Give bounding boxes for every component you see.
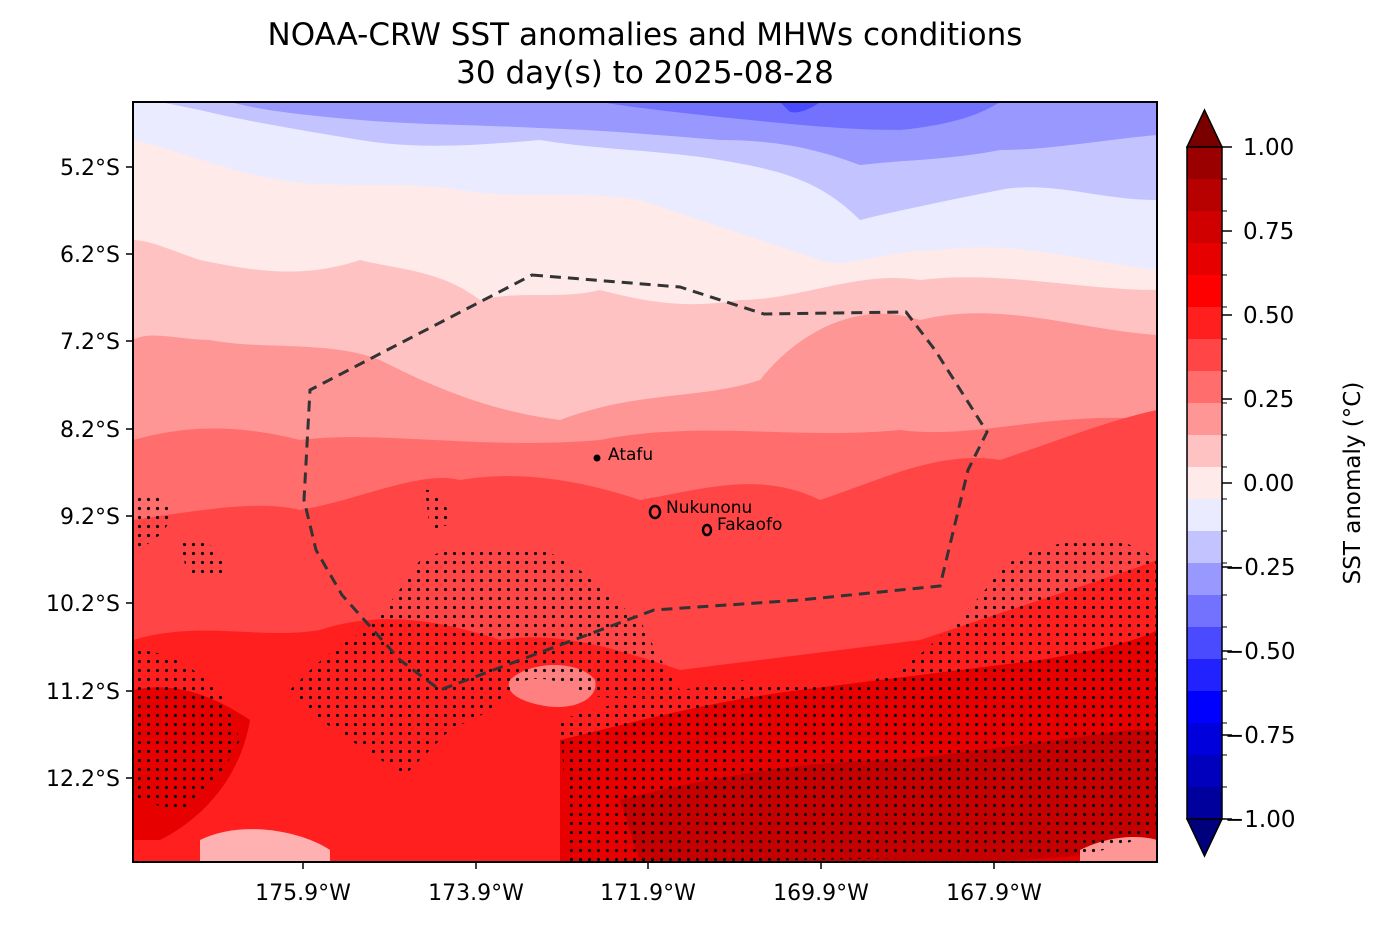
lat-tick-label: 10.2°S [46, 592, 120, 617]
colorbar-segment [1187, 595, 1222, 628]
lat-tick-label: 9.2°S [60, 505, 120, 530]
place-label-fakaofo: Fakaofo [717, 515, 782, 535]
colorbar-segment [1187, 243, 1222, 276]
lon-tick-label: 171.9°W [600, 881, 696, 906]
lat-tick-label: 11.2°S [46, 680, 120, 705]
colorbar-segment [1187, 563, 1222, 596]
colorbar-extend-min [1187, 819, 1222, 856]
colorbar-segment [1187, 179, 1222, 212]
colorbar-label: SST anomaly (°C) [1340, 382, 1366, 585]
colorbar-tick-label: −0.75 [1225, 723, 1295, 749]
colorbar-segment [1187, 691, 1222, 724]
colorbar-tick-label: 0.50 [1243, 303, 1294, 329]
colorbar-segment [1187, 339, 1222, 372]
colorbar-segment [1187, 723, 1222, 756]
lat-tick-label: 8.2°S [60, 418, 120, 443]
colorbar-tick-label: 1.00 [1243, 135, 1294, 161]
colorbar-segment [1187, 211, 1222, 244]
colorbar-tick-label: −0.25 [1225, 555, 1295, 581]
colorbar-segment [1187, 467, 1222, 500]
colorbar-segment [1187, 147, 1222, 180]
colorbar-segment [1187, 787, 1222, 820]
colorbar: 1.00 0.75 0.50 0.25 0.00 −0.25 −0.50 −0.… [1187, 110, 1366, 856]
colorbar-tick-label: 0.75 [1243, 219, 1294, 245]
lat-tick-label: 5.2°S [60, 156, 120, 181]
colorbar-segments [1187, 147, 1222, 820]
colorbar-tick-label: 0.00 [1243, 471, 1294, 497]
colorbar-segment [1187, 627, 1222, 660]
lon-tick-label: 175.9°W [255, 881, 351, 906]
lat-tick-label: 6.2°S [60, 243, 120, 268]
colorbar-tick-label: −1.00 [1225, 807, 1295, 833]
place-label-atafu: Atafu [608, 445, 653, 465]
colorbar-extend-max [1187, 110, 1222, 147]
colorbar-segment [1187, 435, 1222, 468]
lat-tick-label: 7.2°S [60, 330, 120, 355]
lat-axis: 5.2°S 6.2°S 7.2°S 8.2°S 9.2°S 10.2°S 11.… [46, 156, 133, 792]
sst-anomaly-field: Atafu Nukunonu Fakaofo [133, 102, 1157, 862]
lon-tick-label: 169.9°W [773, 881, 869, 906]
lat-tick-label: 12.2°S [46, 767, 120, 792]
colorbar-segment [1187, 371, 1222, 404]
colorbar-tick-label: 0.25 [1243, 387, 1294, 413]
colorbar-tick-label: −0.50 [1225, 639, 1295, 665]
colorbar-segment [1187, 275, 1222, 308]
lon-axis: 175.9°W 173.9°W 171.9°W 169.9°W 167.9°W [255, 862, 1042, 906]
colorbar-segment [1187, 755, 1222, 788]
colorbar-segment [1187, 307, 1222, 340]
colorbar-segment [1187, 531, 1222, 564]
lon-tick-label: 167.9°W [946, 881, 1042, 906]
lon-tick-label: 173.9°W [428, 881, 524, 906]
atoll-atafu [594, 455, 601, 462]
colorbar-segment [1187, 499, 1222, 532]
colorbar-segment [1187, 403, 1222, 436]
colorbar-segment [1187, 659, 1222, 692]
